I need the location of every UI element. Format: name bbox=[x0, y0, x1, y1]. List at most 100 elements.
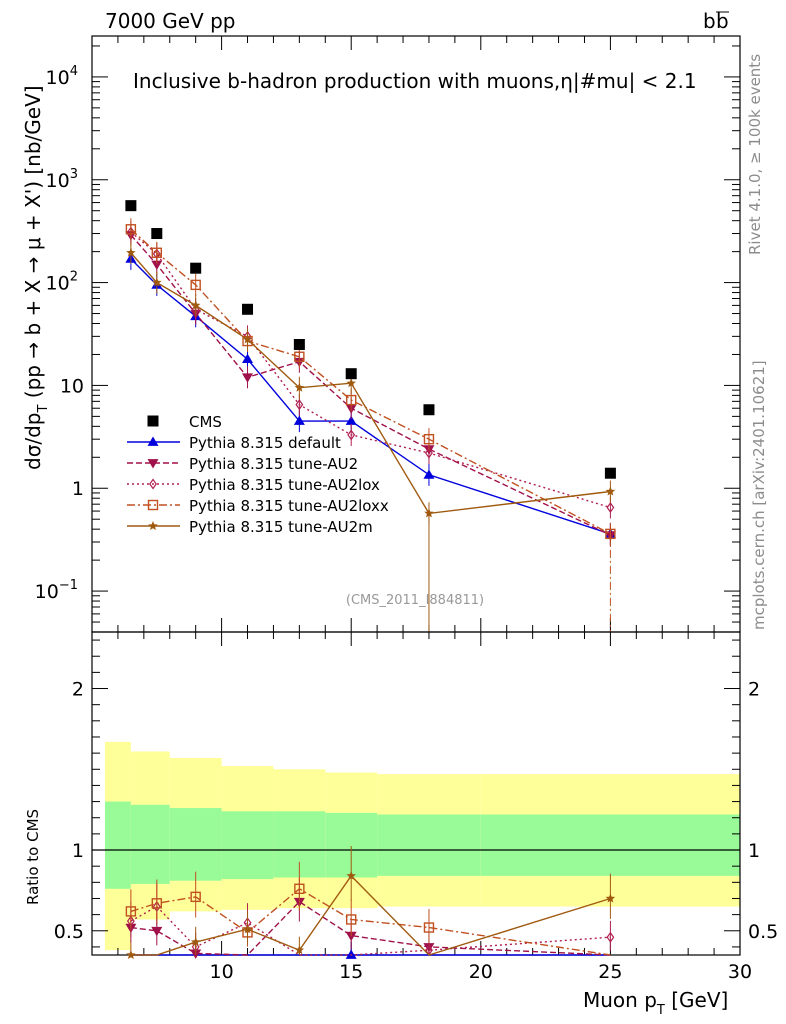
main-point-au2loxx-2 bbox=[190, 279, 201, 291]
process-bar-label: b bbox=[716, 9, 729, 33]
ratio-line-au2m bbox=[130, 874, 611, 956]
ratio-point-au2loxx-5 bbox=[346, 914, 357, 925]
legend-label-au2m: Pythia 8.315 tune-AU2m bbox=[189, 518, 373, 536]
main-point-au2m-3 bbox=[242, 334, 253, 344]
ratio-y-tick-label-l-0: 0.5 bbox=[54, 921, 84, 943]
process-label: b bbox=[703, 9, 716, 33]
main-point-au2lox-5 bbox=[347, 429, 356, 441]
main-title: Inclusive b-hadron production with muons… bbox=[133, 69, 697, 93]
legend-marker-au2m bbox=[148, 521, 158, 530]
main-point-au2m-2 bbox=[190, 300, 201, 310]
ratio-point-default-5 bbox=[345, 949, 357, 959]
main-point-au2loxx-4 bbox=[294, 351, 305, 362]
ratio-point-au2m-4 bbox=[294, 945, 305, 955]
y-tick-base-3: 10 bbox=[46, 273, 70, 295]
ratio-point-au2m-2 bbox=[190, 937, 201, 947]
legend: CMS Pythia 8.315 default Pythia 8.315 tune… bbox=[127, 413, 389, 536]
main-point-cms-0 bbox=[125, 200, 137, 212]
legend-marker-au2loxx bbox=[147, 499, 159, 511]
band-inner-2 bbox=[169, 808, 222, 881]
ratio-point-au2m-0 bbox=[126, 950, 136, 959]
y-tick-exp-3: 2 bbox=[70, 270, 78, 285]
main-point-cms-2 bbox=[190, 262, 202, 274]
ratio-point-au2loxx-4 bbox=[294, 883, 305, 894]
ratio-point-au2loxx-6 bbox=[423, 922, 435, 933]
x-label-part-2: [GeV] bbox=[665, 988, 728, 1012]
main-point-au2loxx-6 bbox=[423, 433, 435, 445]
ratio-point-au2m-5 bbox=[346, 870, 356, 880]
legend-marker-au2 bbox=[147, 459, 159, 469]
ratio-point-au2-1 bbox=[151, 926, 163, 937]
main-point-default-3 bbox=[242, 353, 254, 364]
main-point-cms-3 bbox=[242, 303, 254, 315]
main-point-au2loxx-5 bbox=[346, 394, 357, 406]
y-tick-label-0: 10−1 bbox=[35, 578, 78, 603]
main-point-au2lox-6 bbox=[425, 447, 433, 459]
main-point-au2m-4 bbox=[294, 382, 305, 392]
ratio-point-au2m-3 bbox=[242, 924, 253, 934]
energy-label: 7000 GeV pp bbox=[105, 9, 236, 33]
legend-marker-default bbox=[147, 436, 159, 446]
band-inner-6 bbox=[377, 814, 481, 876]
band-inner-7 bbox=[480, 814, 740, 876]
y-label-part-2: (pp → b + X → μ + X') [nb/GeV] bbox=[21, 85, 45, 404]
main-point-au2m-5 bbox=[346, 378, 356, 388]
main-line-au2 bbox=[130, 234, 611, 536]
y-tick-exp-4: 3 bbox=[70, 167, 78, 182]
ratio-line-au2lox bbox=[130, 905, 611, 956]
x-label-part-0: Muon p bbox=[583, 988, 657, 1012]
legend-label-au2lox: Pythia 8.315 tune-AU2lox bbox=[189, 476, 380, 494]
ratio-point-au2m-7 bbox=[605, 893, 616, 903]
x-tick-label-15: 15 bbox=[339, 961, 363, 983]
main-point-cms-6 bbox=[423, 404, 435, 416]
mcplots-label: mcplots.cern.ch [arXiv:2401.10621] bbox=[750, 360, 768, 630]
main-point-cms-5 bbox=[345, 368, 357, 380]
y-tick-label-5: 104 bbox=[46, 64, 78, 89]
x-tick-label-30: 30 bbox=[728, 961, 752, 983]
main-point-default-4 bbox=[293, 415, 305, 425]
main-line-au2lox bbox=[130, 231, 611, 509]
ratio-line-au2loxx bbox=[130, 887, 611, 956]
main-line-au2m bbox=[130, 252, 611, 515]
y-axis-label: dσ/dpT (pp → b + X → μ + X') [nb/GeV] bbox=[21, 85, 51, 470]
ratio-y-tick-label-r-0: 0.5 bbox=[748, 921, 778, 943]
y-tick-base-1: 1 bbox=[72, 478, 84, 500]
legend-label-default: Pythia 8.315 default bbox=[189, 434, 341, 452]
y-tick-base-4: 10 bbox=[46, 170, 70, 192]
ratio-point-au2loxx-0 bbox=[125, 906, 137, 917]
y-tick-label-4: 103 bbox=[46, 167, 78, 192]
y-tick-exp-0: −1 bbox=[59, 578, 78, 593]
ratio-y-tick-label-r-2: 2 bbox=[748, 679, 760, 701]
main-point-default-6 bbox=[423, 469, 435, 479]
ratio-y-label: Ratio to CMS bbox=[24, 809, 42, 905]
ratio-y-tick-label-l-1: 1 bbox=[72, 840, 84, 862]
legend-label-cms: CMS bbox=[189, 413, 222, 431]
ratio-y-tick-label-l-2: 2 bbox=[72, 679, 84, 701]
main-point-au2loxx-1 bbox=[151, 247, 163, 258]
legend-marker-au2lox bbox=[149, 478, 157, 490]
x-label-part-1: T bbox=[656, 1003, 665, 1018]
main-point-au2m-1 bbox=[152, 277, 162, 287]
ratio-line-au2 bbox=[130, 900, 611, 956]
ratio-point-au2loxx-2 bbox=[190, 891, 201, 903]
y-label-part-1: T bbox=[36, 405, 51, 414]
legend-marker-cms bbox=[147, 415, 159, 427]
y-tick-base-5: 10 bbox=[46, 67, 70, 89]
y-tick-base-0: 10 bbox=[35, 581, 59, 603]
x-axis-label: Muon pT [GeV] bbox=[583, 988, 728, 1018]
main-point-au2m-6 bbox=[424, 508, 434, 518]
y-tick-label-1: 1 bbox=[72, 478, 84, 500]
legend-label-au2loxx: Pythia 8.315 tune-AU2loxx bbox=[189, 497, 389, 515]
main-point-default-5 bbox=[345, 415, 357, 425]
y-tick-base-2: 10 bbox=[60, 375, 84, 397]
band-inner-3 bbox=[221, 811, 274, 880]
ratio-point-au2lox-7 bbox=[606, 931, 615, 943]
ratio-point-au2loxx-1 bbox=[151, 898, 163, 909]
main-point-au2-1 bbox=[151, 260, 163, 270]
band-inner-1 bbox=[130, 804, 170, 884]
ratio-y-tick-label-r-1: 1 bbox=[748, 840, 760, 862]
analysis-watermark: (CMS_2011_I884811) bbox=[346, 593, 484, 608]
y-tick-exp-5: 4 bbox=[70, 64, 78, 79]
